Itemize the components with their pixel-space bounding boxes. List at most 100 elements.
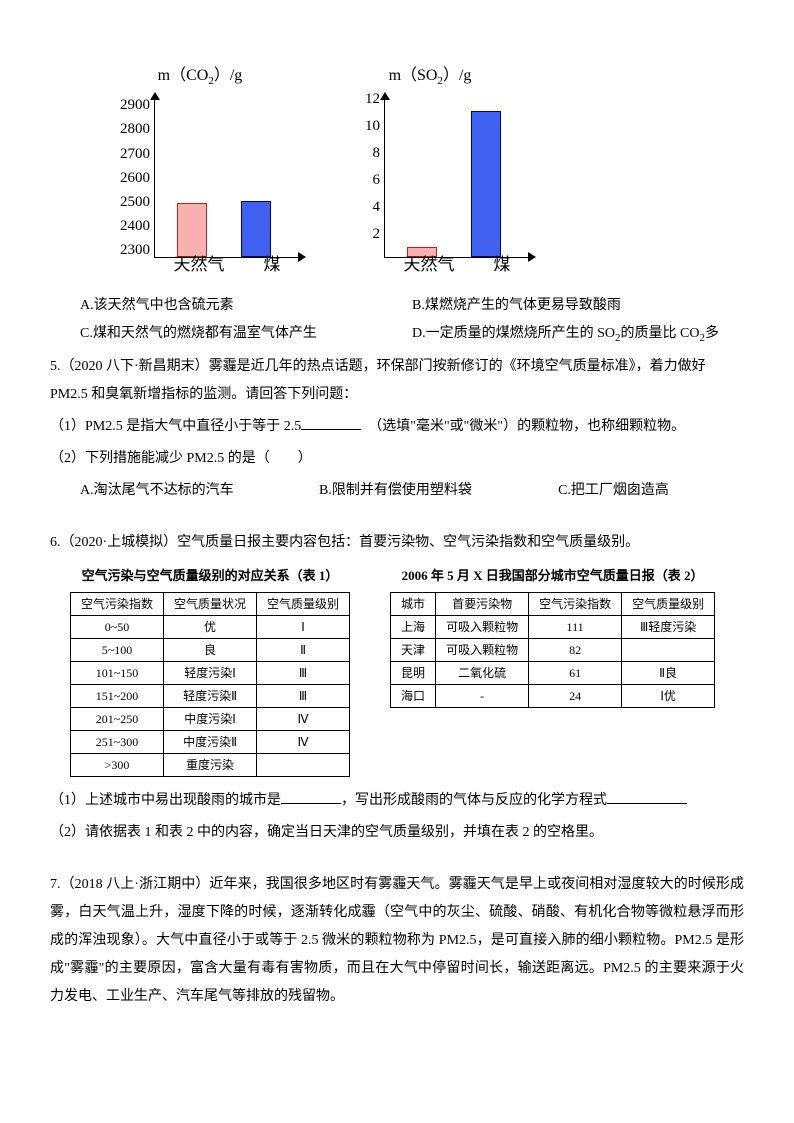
td: Ⅳ [257, 707, 350, 730]
tables-row: 空气污染与空气质量级别的对应关系（表 1） 空气污染指数空气质量状况空气质量级别… [70, 563, 744, 777]
td: 可吸入颗粒物 [436, 615, 529, 638]
td: 中度污染Ⅰ [164, 707, 257, 730]
table1-title: 空气污染与空气质量级别的对应关系（表 1） [70, 563, 350, 589]
td: 轻度污染Ⅰ [164, 661, 257, 684]
th: 首要污染物 [436, 592, 529, 615]
blank-input[interactable] [281, 790, 341, 804]
td: Ⅱ [257, 638, 350, 661]
xlabel: 天然气 [404, 248, 455, 282]
td: 5~100 [71, 638, 164, 661]
ytick: 2400 [100, 219, 150, 234]
q5-option-c: C.把工厂烟囱造高 [558, 477, 744, 505]
charts-row: m（CO2）/g 2900 2800 2700 2600 2500 2400 2… [100, 60, 744, 278]
chart-co2-yaxis: 2900 2800 2700 2600 2500 2400 2300 [100, 98, 154, 258]
q4-option-c: C.煤和天然气的燃烧都有温室气体产生 [80, 320, 412, 349]
xlabel: 天然气 [174, 248, 225, 282]
ytick: 2300 [100, 243, 150, 258]
td: 昆明 [391, 661, 436, 684]
q4-option-b: B.煤燃烧产生的气体更易导致酸雨 [412, 292, 744, 320]
table2-block: 2006 年 5 月 X 日我国部分城市空气质量日报（表 2） 城市首要污染物空… [390, 563, 715, 708]
td: - [436, 684, 529, 707]
chart-so2-xlabels: 天然气 煤 [384, 248, 530, 282]
td: 61 [529, 661, 622, 684]
td: 良 [164, 638, 257, 661]
ytick: 2 [330, 227, 380, 242]
td: 0~50 [71, 615, 164, 638]
td: Ⅲ轻度污染 [622, 615, 715, 638]
q6-p1a: （1）上述城市中易出现酸雨的城市是 [50, 793, 281, 808]
td: >300 [71, 753, 164, 776]
td: 251~300 [71, 730, 164, 753]
q5-stem: 5.（2020 八下·新昌期末）雾霾是近几年的热点话题，环保部门按新修订的《环境… [50, 353, 744, 409]
q4-option-a: A.该天然气中也含硫元素 [80, 292, 412, 320]
chart-so2-plot [384, 98, 530, 258]
td: Ⅰ优 [622, 684, 715, 707]
td: 重度污染 [164, 753, 257, 776]
q6-part2: （2）请依据表 1 和表 2 中的内容，确定当日天津的空气质量级别，并填在表 2… [50, 819, 744, 847]
td: Ⅳ [257, 730, 350, 753]
chart-co2-plot [154, 98, 300, 258]
ytick: 2500 [100, 195, 150, 210]
td: Ⅰ [257, 615, 350, 638]
q5-p1-text: （1）PM2.5 是指大气中直径小于等于 2.5 [50, 419, 301, 434]
ytick: 6 [330, 173, 380, 188]
xlabel: 煤 [494, 248, 511, 282]
q5-option-b: B.限制并有偿使用塑料袋 [319, 477, 558, 505]
q5-part2: （2）下列措施能减少 PM2.5 的是（ ） [50, 445, 744, 473]
td: 二氧化硫 [436, 661, 529, 684]
q6-p1b: ，写出形成酸雨的气体与反应的化学方程式 [341, 793, 607, 808]
td: 151~200 [71, 684, 164, 707]
td: 24 [529, 684, 622, 707]
ytick: 8 [330, 146, 380, 161]
td: 天津 [391, 638, 436, 661]
q6-part1: （1）上述城市中易出现酸雨的城市是 ，写出形成酸雨的气体与反应的化学方程式 [50, 787, 744, 815]
th: 空气污染指数 [71, 592, 164, 615]
q4-options: A.该天然气中也含硫元素 B.煤燃烧产生的气体更易导致酸雨 C.煤和天然气的燃烧… [80, 292, 744, 349]
td: 中度污染Ⅱ [164, 730, 257, 753]
td: 可吸入颗粒物 [436, 638, 529, 661]
chart-co2-xlabels: 天然气 煤 [154, 248, 300, 282]
q5-option-a: A.淘汰尾气不达标的汽车 [80, 477, 319, 505]
blank-input[interactable] [607, 790, 687, 804]
td [257, 753, 350, 776]
th: 空气质量级别 [622, 592, 715, 615]
td: Ⅱ良 [622, 661, 715, 684]
td: 82 [529, 638, 622, 661]
td: 201~250 [71, 707, 164, 730]
td: 101~150 [71, 661, 164, 684]
ytick: 12 [330, 92, 380, 107]
blank-input[interactable] [301, 416, 361, 430]
table1: 空气污染指数空气质量状况空气质量级别 0~50优Ⅰ 5~100良Ⅱ 101~15… [70, 592, 350, 777]
chart-co2-title: m（CO2）/g [100, 60, 300, 92]
ytick: 4 [330, 200, 380, 215]
table1-block: 空气污染与空气质量级别的对应关系（表 1） 空气污染指数空气质量状况空气质量级别… [70, 563, 350, 777]
ytick: 2600 [100, 171, 150, 186]
td [622, 638, 715, 661]
th: 空气质量级别 [257, 592, 350, 615]
bar-so2-coal [471, 111, 501, 257]
th: 空气质量状况 [164, 592, 257, 615]
td: 海口 [391, 684, 436, 707]
q4-option-d: D.一定质量的煤燃烧所产生的 SO2的质量比 CO2多 [412, 320, 744, 349]
td: 上海 [391, 615, 436, 638]
chart-co2: m（CO2）/g 2900 2800 2700 2600 2500 2400 2… [100, 60, 300, 278]
table2-title: 2006 年 5 月 X 日我国部分城市空气质量日报（表 2） [390, 563, 715, 589]
td: Ⅲ [257, 661, 350, 684]
td: Ⅲ [257, 684, 350, 707]
ytick: 10 [330, 119, 380, 134]
td: 优 [164, 615, 257, 638]
ytick: 2700 [100, 147, 150, 162]
q6-stem: 6.（2020·上城模拟）空气质量日报主要内容包括：首要污染物、空气污染指数和空… [50, 529, 744, 557]
chart-so2-title: m（SO2）/g [330, 60, 530, 92]
ytick: 2900 [100, 98, 150, 113]
q5-options: A.淘汰尾气不达标的汽车 B.限制并有偿使用塑料袋 C.把工厂烟囱造高 [80, 477, 744, 505]
xlabel: 煤 [264, 248, 281, 282]
th: 空气污染指数 [529, 592, 622, 615]
ytick: 2800 [100, 122, 150, 137]
chart-so2: m（SO2）/g 12 10 8 6 4 2 天然气 煤 [330, 60, 530, 278]
th: 城市 [391, 592, 436, 615]
q5-p1-tail: （选填"毫米"或"微米"）的颗粒物，也称细颗粒物。 [375, 419, 685, 434]
td: 轻度污染Ⅱ [164, 684, 257, 707]
table2: 城市首要污染物空气污染指数空气质量级别 上海可吸入颗粒物111Ⅲ轻度污染 天津可… [390, 592, 715, 708]
chart-so2-yaxis: 12 10 8 6 4 2 [330, 98, 384, 258]
